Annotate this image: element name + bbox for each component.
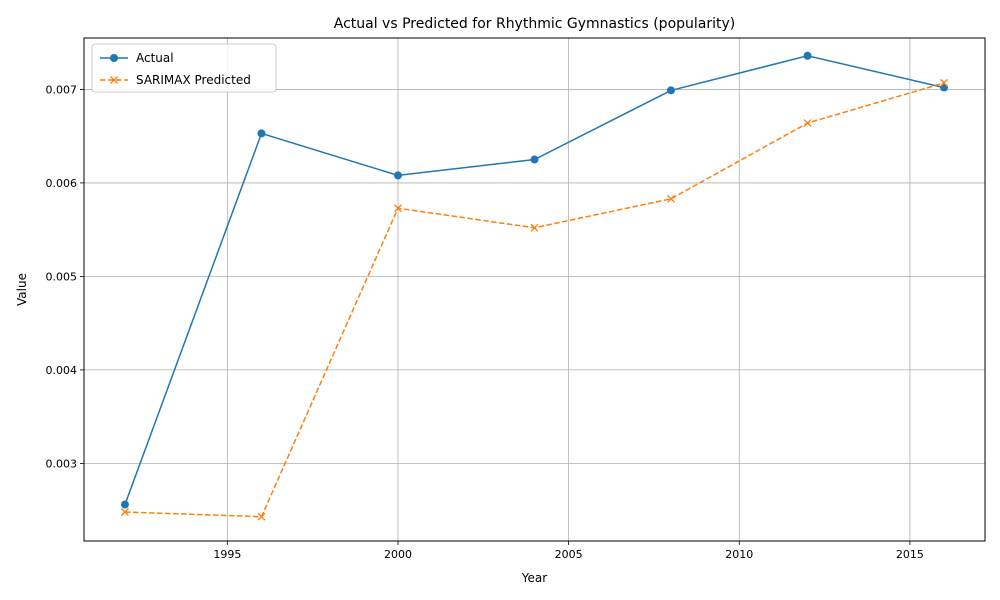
data-point	[803, 51, 812, 60]
x-tick-label: 2010	[725, 548, 753, 561]
data-point	[940, 83, 949, 92]
x-tick-label: 1995	[213, 548, 241, 561]
legend-item: Actual	[100, 51, 174, 65]
y-tick-label: 0.006	[46, 177, 78, 190]
legend-item: SARIMAX Predicted	[100, 73, 251, 87]
x-tick-label: 2005	[555, 548, 583, 561]
legend-marker	[110, 54, 118, 62]
data-point	[257, 129, 266, 138]
data-point	[257, 512, 266, 521]
x-tick-label: 2015	[896, 548, 924, 561]
x-axis-label: Year	[521, 571, 547, 585]
data-point	[667, 86, 676, 95]
data-point	[530, 223, 539, 232]
data-point	[803, 119, 812, 128]
series-sarimax-predicted	[120, 78, 949, 521]
data-point	[530, 155, 539, 164]
data-point	[940, 78, 949, 87]
y-tick-label: 0.003	[46, 457, 78, 470]
series-actual	[120, 51, 949, 509]
x-axis-ticks: 1995 2000 2005 2010 2015	[213, 541, 924, 561]
y-tick-label: 0.007	[46, 83, 78, 96]
series-layer	[120, 51, 949, 521]
y-axis-ticks: 0.003 0.004 0.005 0.006 0.007	[46, 83, 84, 470]
data-point	[667, 194, 675, 203]
plot-area-frame	[83, 37, 986, 542]
legend-marker	[110, 76, 118, 84]
y-axis-label: Value	[15, 273, 29, 306]
y-tick-label: 0.004	[46, 364, 78, 377]
series-line-sarimax-predicted	[124, 82, 945, 518]
data-point	[120, 500, 129, 509]
legend-label: Actual	[136, 51, 174, 65]
series-line-actual	[124, 55, 945, 505]
y-tick-label: 0.005	[46, 270, 78, 283]
legend-box	[91, 43, 277, 93]
legend-label: SARIMAX Predicted	[136, 73, 251, 87]
x-tick-label: 2000	[384, 548, 412, 561]
data-point	[393, 171, 402, 180]
data-point	[394, 204, 402, 213]
data-point	[120, 508, 129, 516]
legend: Actual SARIMAX Predicted	[91, 43, 277, 93]
chart-title: Actual vs Predicted for Rhythmic Gymnast…	[334, 16, 736, 32]
grid-lines	[84, 38, 985, 541]
